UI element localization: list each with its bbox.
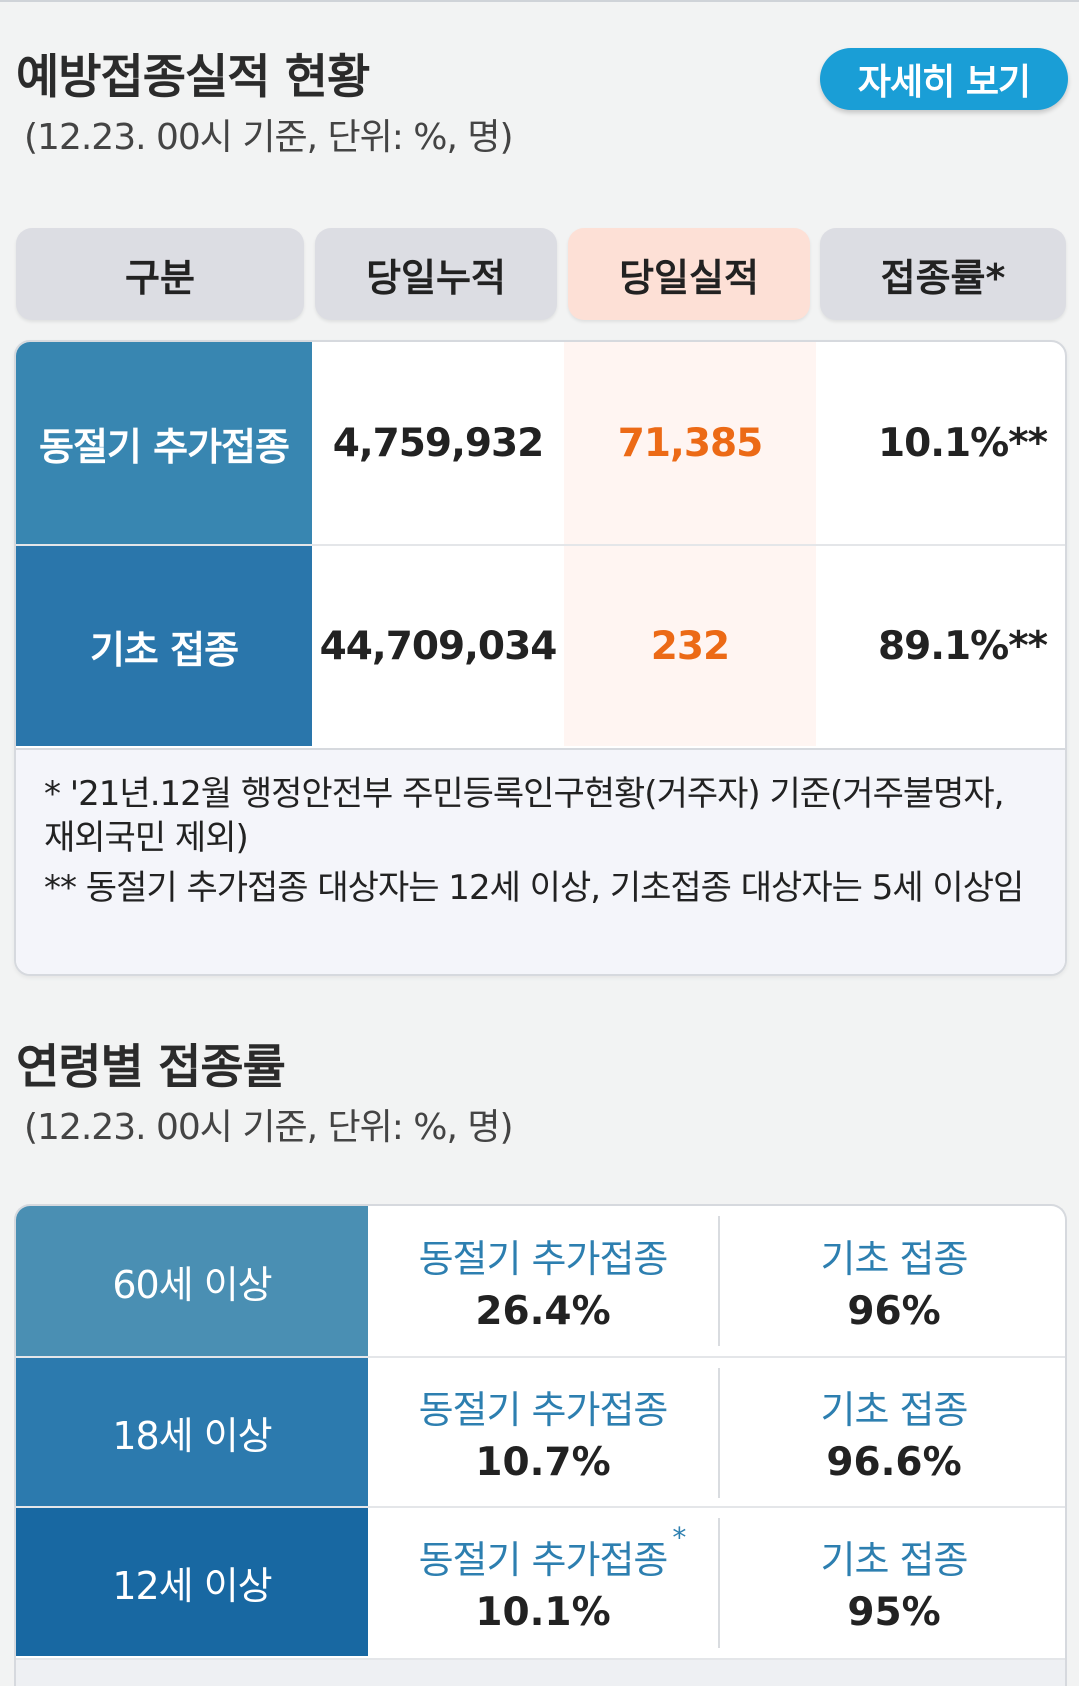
basic-cell: 기초 접종 96% [719,1206,1065,1356]
row-label: 기초 접종 [16,546,312,746]
basic-value: 96% [847,1289,941,1334]
row-label: 동절기 추가접종 [16,342,312,544]
basic-value: 95% [847,1590,941,1635]
today-value: 232 [564,546,816,746]
page-title: 예방접종실적 현황 [16,50,370,105]
footnote-1: * '21년.12월 행정안전부 주민등록인구현황(거주자) 기준(거주불명자,… [44,774,1005,858]
column-divider [718,1216,720,1346]
view-details-button[interactable]: 자세히 보기 [820,48,1068,110]
table-row: 60세 이상 동절기 추가접종 26.4% 기초 접종 96% [16,1206,1065,1356]
age-section-title: 연령별 접종률 [16,1040,286,1095]
booster-cell: 동절기 추가접종 * 10.1% [368,1508,718,1656]
booster-label: 동절기 추가접종 [418,1388,669,1432]
table-row: 기초 접종 44,709,034 232 89.1%** [16,544,1065,746]
booster-value: 10.7% [475,1440,611,1485]
table-header-row: 구분 당일누적 당일실적 접종률* [16,228,1066,320]
cumulative-value: 44,709,034 [319,623,558,669]
basic-cell: 기초 접종 96.6% [719,1358,1065,1506]
booster-value: 10.1% [475,1590,611,1635]
age-section-subtitle: (12.23. 00시 기준, 단위: %, 명) [24,1107,514,1148]
basic-cell: 기초 접종 95% [719,1508,1065,1656]
basic-label: 기초 접종 [820,1388,969,1432]
footnote-mark: * [672,1521,686,1554]
footnote-2: ** 동절기 추가접종 대상자는 12세 이상, 기초접종 대상자는 5세 이상… [44,868,1024,908]
header-today: 당일실적 [568,228,810,320]
basic-label: 기초 접종 [820,1237,969,1281]
vaccination-status-table: 동절기 추가접종 4,759,932 71,385 10.1%** 기초 접종 … [14,340,1067,976]
basic-value: 96.6% [826,1440,962,1485]
table-footer-strip [16,1658,1065,1686]
table-row: 18세 이상 동절기 추가접종 10.7% 기초 접종 96.6% [16,1356,1065,1506]
table-row: 12세 이상 동절기 추가접종 * 10.1% 기초 접종 95% [16,1506,1065,1656]
footnotes: * '21년.12월 행정안전부 주민등록인구현황(거주자) 기준(거주불명자,… [16,748,1065,974]
column-divider [718,1368,720,1498]
age-label: 60세 이상 [16,1206,368,1356]
booster-label: 동절기 추가접종 [418,1538,669,1582]
top-divider [0,0,1079,2]
page-subtitle: (12.23. 00시 기준, 단위: %, 명) [24,117,514,158]
column-divider [718,1518,720,1648]
header-category: 구분 [16,228,304,320]
booster-cell: 동절기 추가접종 26.4% [368,1206,718,1356]
rate-value: 10.1%** [877,420,1048,466]
age-label: 18세 이상 [16,1358,368,1506]
rate-value: 89.1%** [877,623,1048,669]
cumulative-value: 4,759,932 [332,420,545,466]
header-rate: 접종률* [820,228,1066,320]
age-label: 12세 이상 [16,1508,368,1656]
booster-label: 동절기 추가접종 [418,1237,669,1281]
booster-label-wrap: 동절기 추가접종 * [418,1521,687,1584]
booster-value: 26.4% [475,1289,611,1334]
booster-cell: 동절기 추가접종 10.7% [368,1358,718,1506]
header-cumulative: 당일누적 [315,228,557,320]
table-row: 동절기 추가접종 4,759,932 71,385 10.1%** [16,342,1065,544]
age-rate-table: 60세 이상 동절기 추가접종 26.4% 기초 접종 96% 18세 이상 동… [14,1204,1067,1686]
today-value: 71,385 [564,342,816,544]
basic-label: 기초 접종 [820,1538,969,1582]
